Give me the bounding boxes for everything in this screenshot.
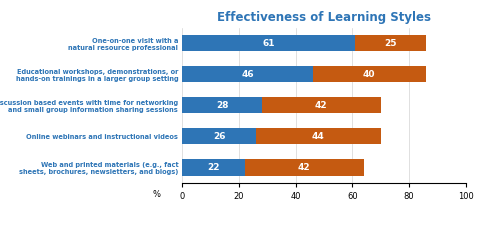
Bar (182, 128, 256, 144)
Text: 42: 42 (315, 101, 327, 110)
Title: Effectiveness of Learning Styles: Effectiveness of Learning Styles (217, 11, 431, 24)
Bar (256, 128, 381, 144)
Bar (312, 66, 426, 82)
Text: 46: 46 (241, 70, 254, 79)
Text: 22: 22 (207, 163, 220, 172)
Bar (182, 159, 245, 176)
Text: 44: 44 (312, 132, 324, 141)
Text: 40: 40 (363, 70, 375, 79)
Text: %: % (153, 190, 161, 199)
Text: 25: 25 (384, 39, 397, 48)
Bar (182, 97, 262, 113)
Text: 42: 42 (298, 163, 311, 172)
Bar (182, 66, 312, 82)
Bar (262, 97, 381, 113)
Bar (182, 35, 355, 51)
Bar (355, 35, 426, 51)
Bar (245, 159, 364, 176)
Text: 28: 28 (216, 101, 228, 110)
Text: 61: 61 (263, 39, 275, 48)
Text: 26: 26 (213, 132, 226, 141)
